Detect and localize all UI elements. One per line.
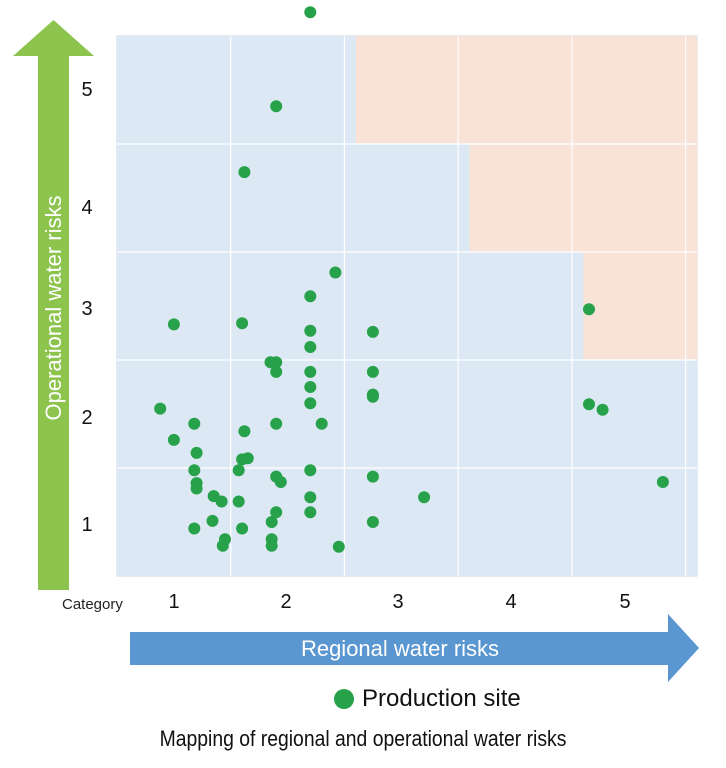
data-point — [216, 539, 229, 552]
grid-lines — [117, 36, 697, 576]
data-point — [366, 325, 379, 338]
data-point — [304, 464, 317, 477]
data-point — [190, 482, 203, 495]
data-points — [154, 6, 669, 553]
data-point — [304, 324, 317, 337]
x-tick-label: 2 — [280, 591, 292, 613]
data-point — [188, 417, 201, 430]
data-point — [304, 6, 317, 19]
x-axis-label: Regional water risks — [300, 636, 500, 661]
data-point — [366, 390, 379, 403]
chart-caption: Mapping of regional and operational wate… — [159, 726, 567, 751]
data-point — [304, 365, 317, 378]
x-tick-label: 1 — [168, 591, 180, 613]
y-axis-label: Operational water risks — [41, 195, 66, 421]
data-point — [583, 303, 595, 316]
data-point — [315, 417, 328, 430]
data-point — [190, 446, 203, 459]
x-tick-label: 5 — [619, 591, 631, 613]
data-point — [656, 476, 669, 488]
y-tick-label: 3 — [81, 298, 93, 320]
data-point — [238, 425, 251, 438]
data-point — [366, 470, 379, 483]
y-axis-arrow — [13, 20, 94, 590]
y-tick-label: 2 — [81, 407, 93, 429]
data-point — [583, 398, 595, 411]
data-point — [304, 290, 317, 303]
data-point — [270, 356, 283, 369]
data-point — [274, 476, 287, 488]
data-point — [329, 266, 342, 279]
data-point — [304, 491, 317, 504]
data-point — [270, 506, 283, 519]
data-point — [167, 433, 180, 446]
legend-marker — [334, 689, 354, 709]
data-point — [236, 317, 249, 330]
x-tick-label: 3 — [392, 591, 404, 613]
legend-label: Production site — [362, 685, 521, 712]
data-point — [215, 495, 228, 508]
high-risk-zone — [355, 36, 697, 360]
data-point — [236, 453, 249, 466]
y-tick-label: 4 — [81, 197, 93, 219]
data-point — [596, 403, 609, 416]
data-point — [304, 381, 317, 393]
data-point — [304, 397, 317, 410]
data-point — [188, 464, 201, 477]
data-point — [236, 522, 249, 535]
data-point — [154, 402, 167, 415]
data-point — [167, 318, 180, 331]
y-tick-label: 5 — [81, 79, 93, 101]
data-point — [238, 166, 251, 179]
y-tick-label: 1 — [81, 514, 93, 536]
legend: Production site — [334, 684, 521, 714]
data-point — [366, 365, 379, 378]
x-tick-label: 4 — [505, 591, 517, 613]
data-point — [265, 539, 278, 552]
data-point — [418, 491, 431, 504]
data-point — [188, 522, 201, 535]
data-point — [206, 514, 219, 527]
high-risk-zone-block — [355, 36, 697, 144]
data-point — [304, 506, 317, 519]
data-point — [304, 341, 317, 353]
data-point — [366, 516, 379, 528]
x-axis-arrow — [130, 614, 699, 682]
data-point — [270, 417, 283, 430]
high-risk-zone-block — [583, 252, 697, 360]
data-point — [270, 365, 283, 378]
data-point — [332, 540, 345, 553]
data-point — [265, 516, 278, 528]
data-point — [232, 464, 245, 477]
data-point — [232, 495, 245, 508]
high-risk-zone-block — [469, 144, 697, 252]
data-point — [270, 100, 283, 113]
category-label: Category — [62, 596, 123, 613]
